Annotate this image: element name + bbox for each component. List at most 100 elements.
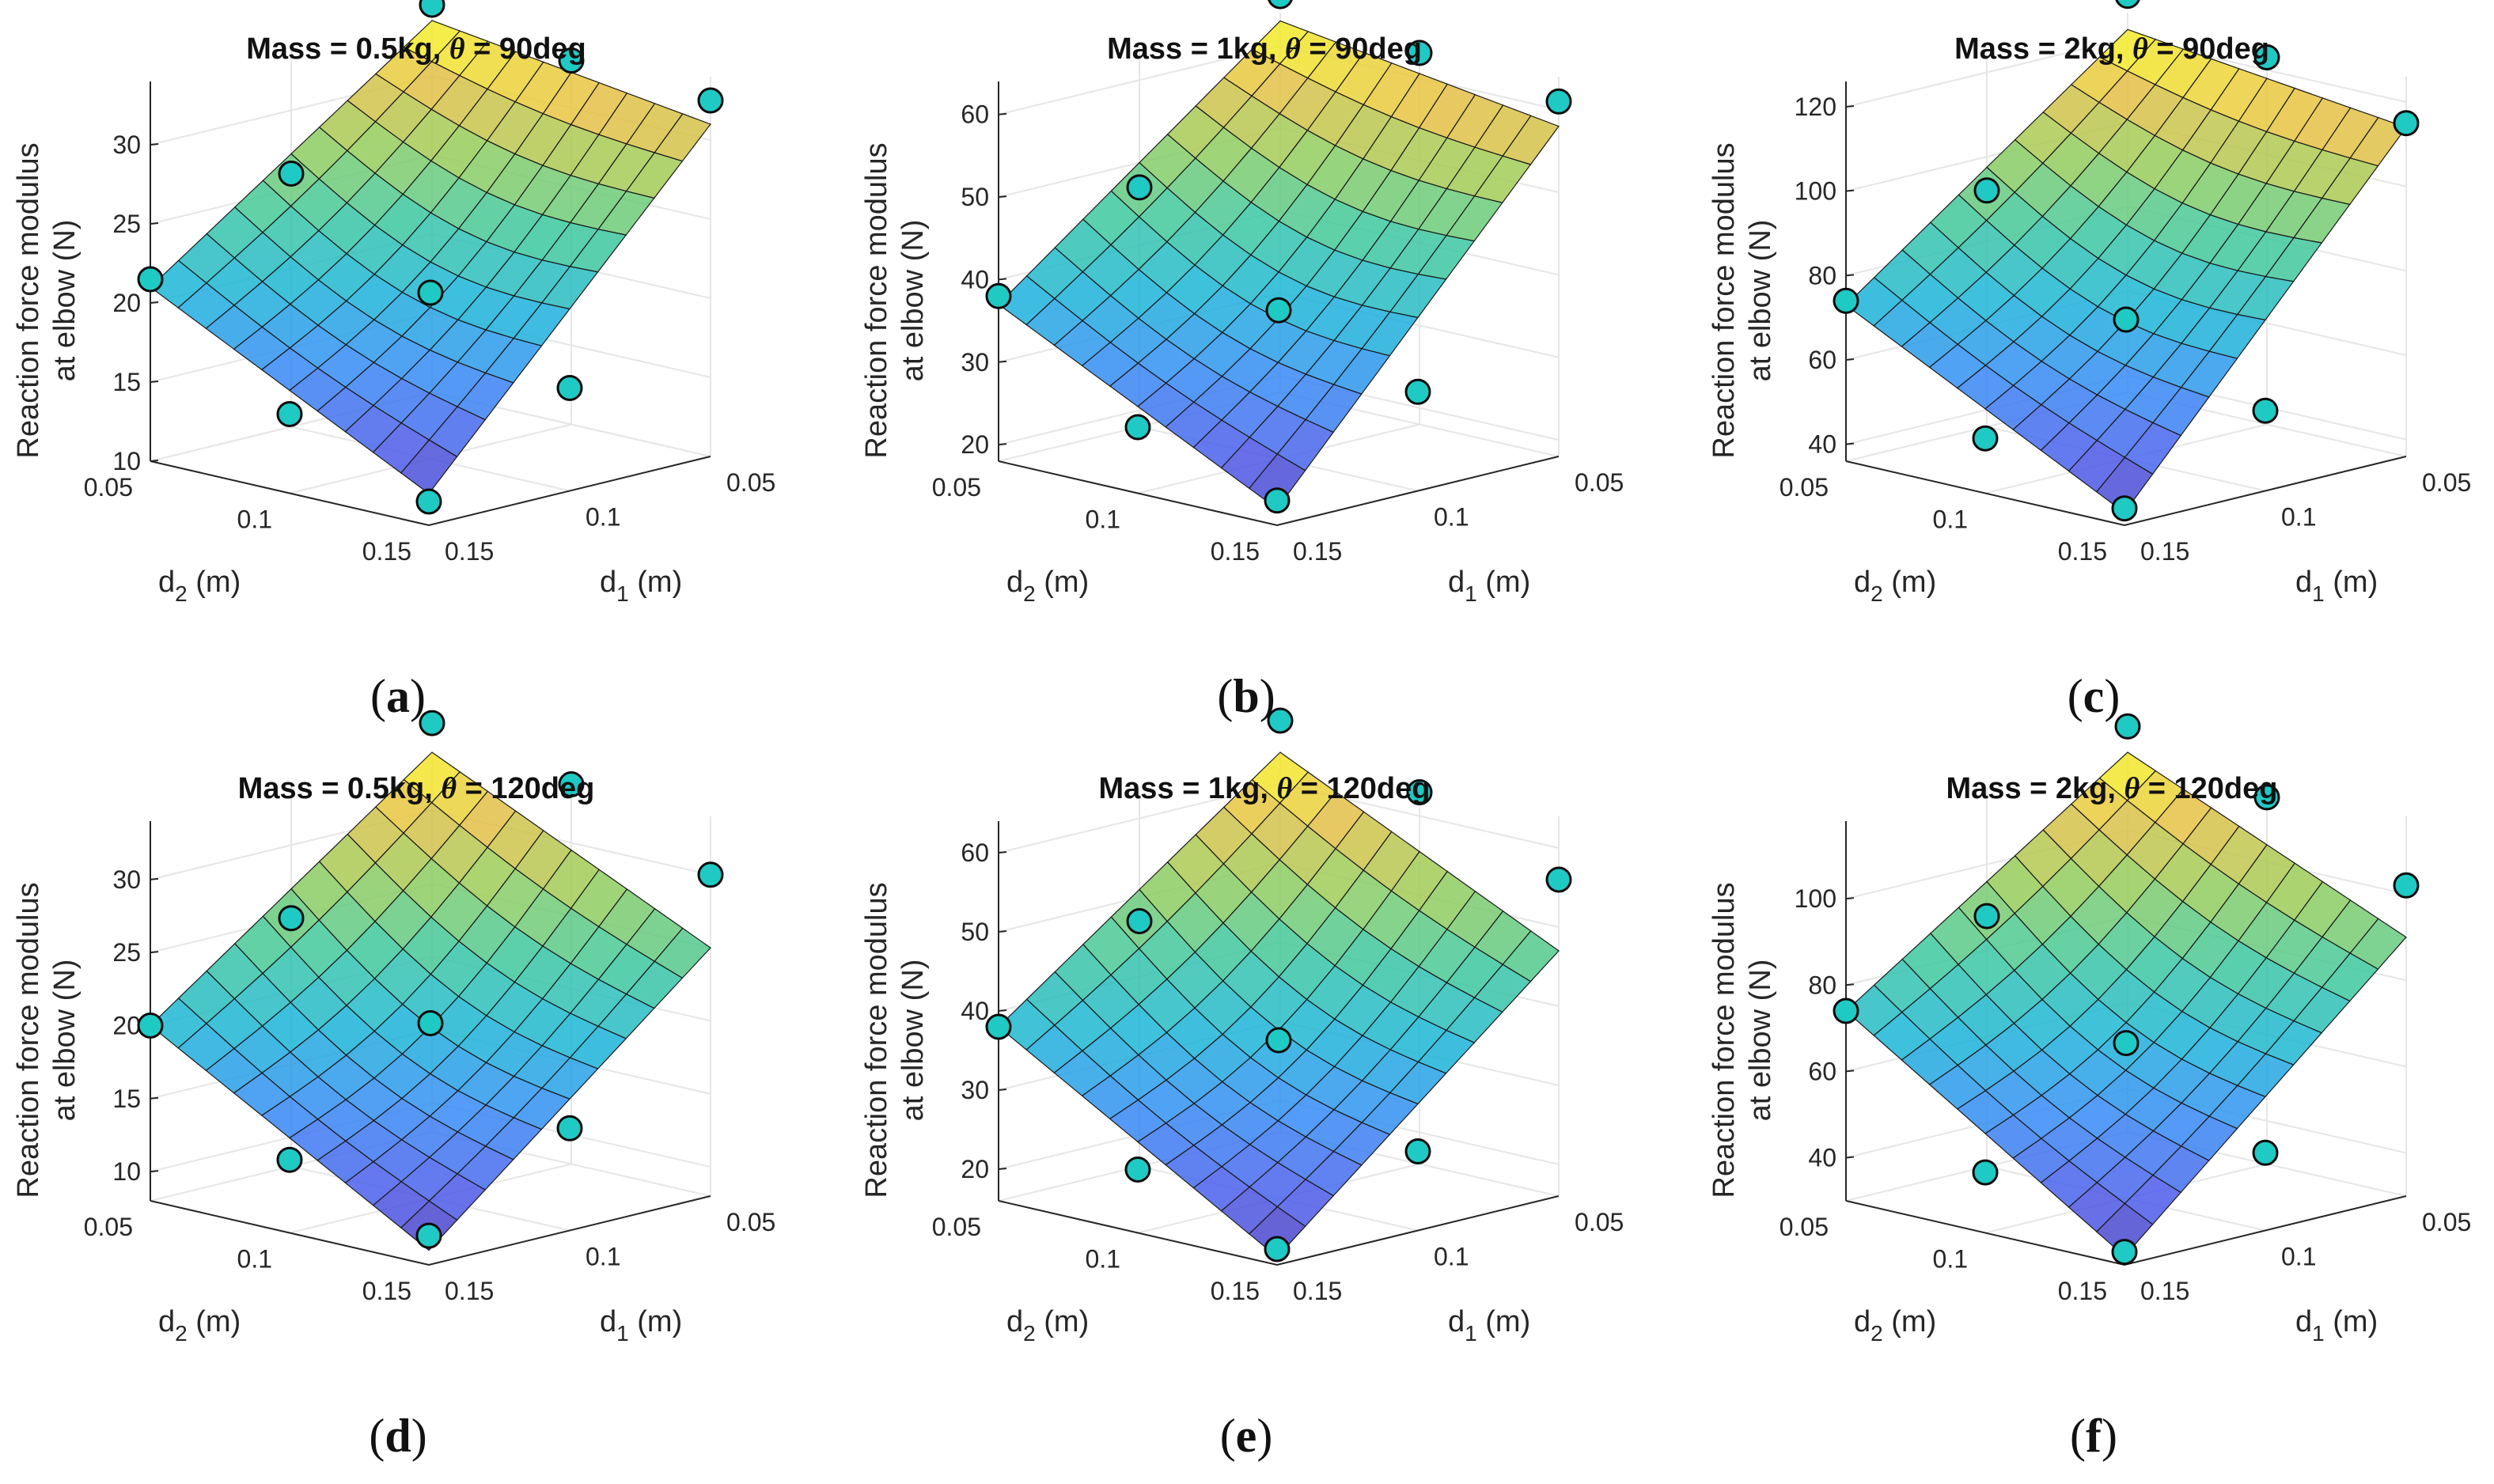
z-axis-label: Reaction force modulus at elbow (N)	[1708, 882, 1777, 1198]
z-tick-label: 10	[112, 447, 141, 475]
data-point	[1404, 378, 1431, 405]
d2-tick-label: 0.05	[1780, 1213, 1829, 1241]
z-axis-label: Reaction force modulus at elbow (N)	[1708, 142, 1777, 458]
z-tick-label: 100	[1795, 177, 1836, 206]
d2-tick-label: 0.15	[362, 537, 411, 566]
d1-axis-label: d1 (m)	[600, 1305, 682, 1346]
axes: 10 15 20 25 30 0.05 0.1 0.15 0.05 0.1 0.15 d2 (m) d1…	[12, 821, 775, 1346]
z-tick-label: 30	[112, 131, 141, 159]
z-tick	[998, 195, 1007, 199]
data-point	[1404, 1138, 1431, 1164]
data-point	[2115, 0, 2140, 9]
z-tick	[1845, 274, 1855, 277]
z-tick	[998, 851, 1007, 854]
d2-tick-label: 0.15	[362, 1277, 411, 1305]
d1-tick-label: 0.1	[586, 1243, 620, 1271]
chart-title: Mass = 2kg, θ = 90deg	[1954, 32, 2269, 66]
axes: 20 30 40 50 60 0.05 0.1 0.15 0.05 0.1 0.15 d2 (m) d1…	[860, 81, 1624, 606]
d1-tick-label: 0.1	[2281, 503, 2316, 532]
data-point	[2111, 1239, 2138, 1266]
data-point	[278, 905, 305, 932]
data-point	[1406, 40, 1433, 66]
z-tick	[150, 877, 159, 880]
z-tick-label: 30	[112, 865, 141, 894]
panel-caption: (f)	[2070, 1410, 2117, 1462]
z-tick-label: 15	[112, 1085, 141, 1113]
d2-tick-label: 0.05	[84, 1213, 133, 1241]
data-point	[415, 488, 442, 515]
z-tick-label: 25	[112, 938, 141, 967]
d2-tick-label: 0.1	[237, 505, 272, 534]
data-point	[2393, 110, 2420, 137]
data-point	[985, 282, 1012, 309]
chart-panel-f: 40 60 80 100 0.05 0.1 0.15 0.05 0.1 0.15 d2 (m) d1 …	[1708, 713, 2471, 1462]
floor-axis	[150, 456, 711, 527]
floor-axis	[150, 1195, 711, 1266]
data-point	[417, 1010, 444, 1036]
chart-title: Mass = 0.5kg, θ = 90deg	[246, 32, 586, 66]
z-tick-label: 30	[961, 348, 989, 377]
z-tick	[1845, 897, 1855, 900]
z-tick-label: 40	[961, 997, 989, 1025]
data-point	[1264, 1236, 1291, 1263]
data-point	[1545, 88, 1572, 115]
d1-tick-label: 0.15	[2140, 1277, 2189, 1305]
z-tick	[998, 1009, 1007, 1012]
data-point	[2113, 1030, 2140, 1057]
d1-tick-label: 0.05	[1575, 1208, 1624, 1236]
d1-axis-label: d1 (m)	[600, 566, 682, 606]
z-tick-label: 10	[112, 1157, 141, 1186]
chart-panel-b: 20 30 40 50 60 0.05 0.1 0.15 0.05 0.1 0.15 d2 (m) d1…	[860, 0, 1624, 722]
panel-caption: (a)	[370, 670, 426, 722]
z-tick-label: 60	[961, 839, 989, 867]
data-point	[1265, 1027, 1292, 1054]
z-tick	[998, 443, 1007, 446]
d1-tick-label: 0.05	[2422, 468, 2471, 497]
d1-tick-label: 0.15	[2140, 537, 2189, 566]
data-point	[2252, 1139, 2279, 1166]
data-point	[2113, 306, 2140, 333]
d2-tick-label: 0.1	[237, 1245, 272, 1274]
data-point	[1268, 0, 1293, 9]
d1-tick-label: 0.1	[1434, 1243, 1469, 1271]
data-point	[1124, 1157, 1151, 1183]
d2-tick-label: 0.15	[1211, 1277, 1260, 1305]
data-markers	[137, 710, 724, 1249]
z-tick	[1845, 983, 1855, 986]
chart-panel-d: 10 15 20 25 30 0.05 0.1 0.15 0.05 0.1 0.15 d2 (m) d1…	[12, 710, 775, 1462]
z-tick	[150, 301, 159, 304]
z-tick-label: 50	[961, 183, 989, 211]
surface	[1845, 751, 2407, 1257]
data-point	[1265, 297, 1292, 324]
z-tick	[150, 1170, 159, 1173]
panel-caption: (b)	[1217, 670, 1275, 722]
data-point	[985, 1013, 1012, 1040]
surface	[1845, 28, 2407, 513]
d2-tick-label: 0.1	[1086, 1245, 1120, 1274]
d1-tick-label: 0.15	[445, 1277, 494, 1305]
surface	[150, 20, 711, 494]
z-tick-label: 20	[961, 430, 989, 459]
chart-title: Mass = 1kg, θ = 120deg	[1099, 772, 1431, 805]
d2-tick-label: 0.1	[1086, 505, 1120, 534]
data-point	[278, 161, 305, 187]
chart-title: Mass = 0.5kg, θ = 120deg	[238, 772, 595, 805]
data-point	[558, 771, 585, 797]
data-point	[2252, 397, 2279, 424]
chart-title: Mass = 2kg, θ = 120deg	[1946, 772, 2278, 805]
z-tick	[998, 1168, 1007, 1170]
z-axis-label: Reaction force modulus at elbow (N)	[12, 142, 81, 458]
data-point	[2253, 784, 2280, 811]
d1-tick-label: 0.15	[445, 537, 494, 566]
d2-tick-label: 0.1	[1933, 505, 1968, 534]
data-point	[1264, 487, 1291, 514]
z-tick-label: 40	[1808, 430, 1836, 459]
z-tick-label: 20	[112, 289, 141, 317]
data-point	[2114, 713, 2141, 740]
data-markers	[1833, 713, 2420, 1266]
d2-axis-label: d2 (m)	[158, 566, 241, 606]
z-axis-label: Reaction force modulus at elbow (N)	[12, 882, 81, 1198]
data-point	[1973, 903, 2000, 929]
data-markers	[985, 707, 1572, 1263]
z-tick	[150, 1096, 159, 1100]
